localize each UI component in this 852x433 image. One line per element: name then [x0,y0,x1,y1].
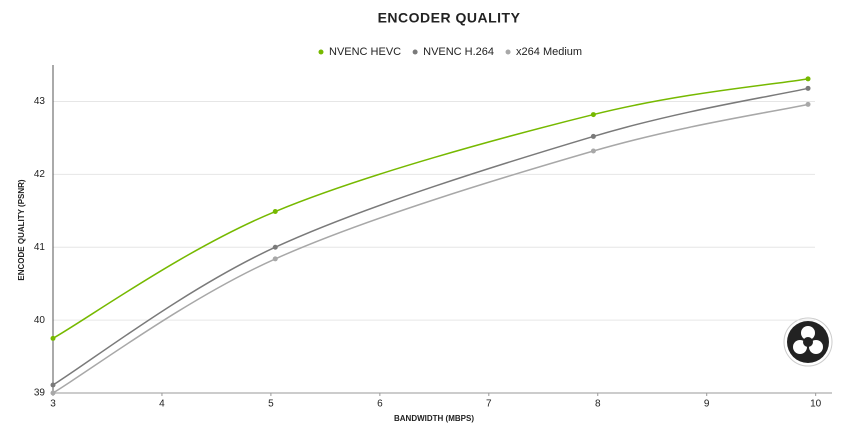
series-line [52,87,809,386]
y-tick-label: 41 [34,242,46,253]
x-tick-label: 4 [159,399,165,410]
point [590,133,596,139]
y-axis-label: ENCODE QUALITY (PSNR) [17,179,26,281]
x-tick-label: 10 [810,399,822,410]
point [272,209,278,215]
x-tick-label: 6 [377,399,383,410]
y-tick-label: 43 [34,96,46,107]
series-line [52,103,809,394]
x-tick-label: 7 [486,399,492,410]
series-line [52,78,809,339]
x-tick-label: 5 [268,399,274,410]
y-tick-label: 39 [34,388,46,399]
point [50,390,56,396]
logo-blob [801,326,815,340]
point [590,148,596,154]
y-tick-label: 40 [34,315,46,326]
y-tick-label: 42 [34,169,46,180]
obs-logo [783,317,833,367]
point [50,382,56,388]
point [272,244,278,250]
x-axis-label: BANDWIDTH (MBPS) [394,414,474,423]
chart-title: ENCODER QUALITY [378,10,521,26]
x-tick-label: 3 [50,399,56,410]
x-tick-label: 8 [595,399,601,410]
point [50,335,56,341]
legend-label: NVENC H.264 [423,46,494,58]
point [272,256,278,262]
legend-swatch [318,49,324,55]
x-tick-label: 9 [704,399,710,410]
legend: NVENC HEVC NVENC H.264 x264 Medium [318,46,582,58]
legend-swatch [505,49,511,55]
legend-label: NVENC HEVC [329,46,401,58]
point [805,76,811,82]
legend-swatch [412,49,418,55]
logo-center [803,337,813,347]
point [590,112,596,118]
point [805,101,811,107]
legend-label: x264 Medium [516,46,582,58]
point [805,85,811,91]
